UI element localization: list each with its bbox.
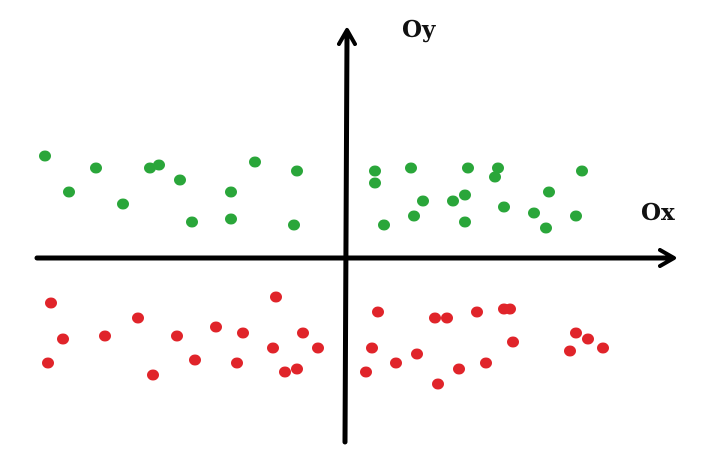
red-point-11 — [237, 327, 249, 339]
red-point-14 — [297, 327, 309, 339]
red-point-2 — [57, 333, 69, 345]
green-point-17 — [405, 162, 417, 174]
green-point-26 — [498, 201, 510, 213]
green-point-16 — [378, 219, 390, 231]
green-point-18 — [408, 210, 420, 222]
green-point-1 — [39, 150, 51, 162]
green-point-30 — [576, 165, 588, 177]
red-point-cluster — [42, 291, 609, 390]
red-point-18 — [372, 306, 384, 318]
x-axis-label: Ox — [641, 199, 675, 226]
red-point-28 — [480, 357, 492, 369]
red-point-30 — [504, 303, 516, 315]
red-point-25 — [432, 378, 444, 390]
red-point-33 — [570, 327, 582, 339]
red-point-17 — [312, 342, 324, 354]
red-point-22 — [411, 348, 423, 360]
green-point-21 — [462, 162, 474, 174]
red-point-34 — [582, 333, 594, 345]
green-point-4 — [117, 198, 129, 210]
red-point-21 — [360, 366, 372, 378]
red-point-1 — [45, 297, 57, 309]
green-point-27 — [528, 207, 540, 219]
red-point-4 — [99, 330, 111, 342]
green-point-28 — [543, 186, 555, 198]
green-point-23 — [459, 216, 471, 228]
green-point-12 — [291, 165, 303, 177]
red-point-8 — [189, 354, 201, 366]
green-point-15 — [369, 177, 381, 189]
red-point-20 — [390, 357, 402, 369]
red-point-15 — [279, 366, 291, 378]
red-point-3 — [42, 357, 54, 369]
red-point-10 — [231, 357, 243, 369]
green-point-13 — [288, 219, 300, 231]
green-point-3 — [90, 162, 102, 174]
green-point-25 — [489, 171, 501, 183]
red-point-32 — [564, 345, 576, 357]
red-point-35 — [597, 342, 609, 354]
y-axis — [336, 28, 357, 445]
green-point-6 — [153, 159, 165, 171]
green-point-19 — [417, 195, 429, 207]
red-point-26 — [453, 363, 465, 375]
red-point-5 — [132, 312, 144, 324]
green-point-9 — [225, 186, 237, 198]
green-point-2 — [63, 186, 75, 198]
red-point-7 — [171, 330, 183, 342]
red-point-24 — [441, 312, 453, 324]
green-point-7 — [174, 174, 186, 186]
red-point-6 — [147, 369, 159, 381]
red-point-23 — [429, 312, 441, 324]
green-point-10 — [225, 213, 237, 225]
red-point-27 — [471, 306, 483, 318]
red-point-12 — [270, 291, 282, 303]
green-point-cluster — [39, 150, 588, 234]
y-axis-label: Oy — [402, 16, 436, 43]
red-point-16 — [291, 363, 303, 375]
green-point-31 — [570, 210, 582, 222]
green-point-22 — [459, 189, 471, 201]
green-point-5 — [144, 162, 156, 174]
red-point-9 — [210, 321, 222, 333]
green-point-24 — [492, 162, 504, 174]
red-point-19 — [366, 342, 378, 354]
green-point-20 — [447, 195, 459, 207]
green-point-11 — [249, 156, 261, 168]
red-point-13 — [267, 342, 279, 354]
green-point-8 — [186, 216, 198, 228]
red-point-31 — [507, 336, 519, 348]
green-point-14 — [369, 165, 381, 177]
green-point-29 — [540, 222, 552, 234]
